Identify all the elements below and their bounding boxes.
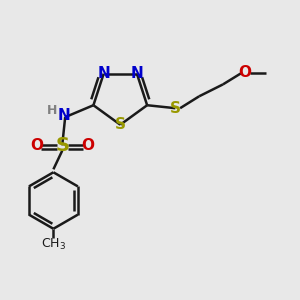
Text: CH$_3$: CH$_3$	[41, 237, 66, 252]
Text: O: O	[31, 138, 44, 153]
Text: N: N	[130, 66, 143, 81]
Text: S: S	[170, 101, 181, 116]
Text: S: S	[55, 136, 69, 155]
Text: S: S	[115, 117, 126, 132]
Text: O: O	[81, 138, 94, 153]
Text: H: H	[46, 104, 57, 117]
Text: N: N	[57, 108, 70, 123]
Text: O: O	[239, 65, 252, 80]
Text: N: N	[97, 66, 110, 81]
